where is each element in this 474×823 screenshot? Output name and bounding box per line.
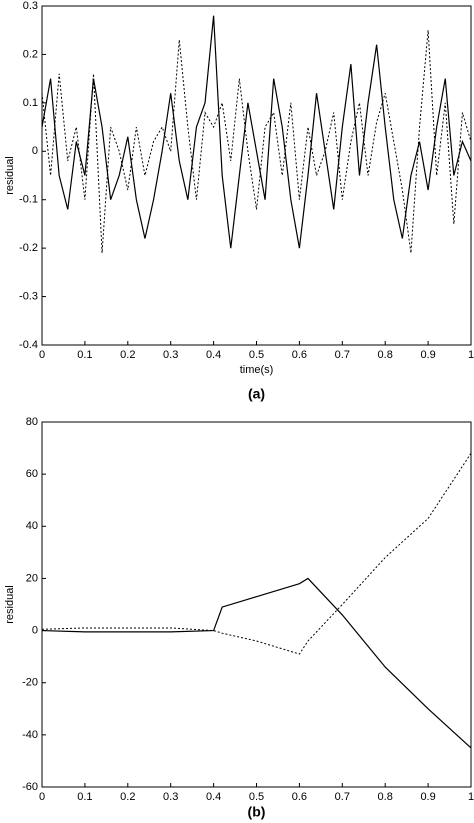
- y-tick-label: -40: [22, 729, 38, 741]
- x-tick-label: 0.3: [163, 791, 178, 803]
- y-tick-label: 60: [26, 468, 38, 480]
- x-tick-label: 0.6: [292, 791, 307, 803]
- y-tick-label: 40: [26, 520, 38, 532]
- x-tick-label: 0: [39, 791, 45, 803]
- x-tick-label: 1: [468, 791, 474, 803]
- x-tick-label: 0.4: [206, 791, 221, 803]
- x-axis-label: time(s): [240, 364, 274, 376]
- y-axis-label: residual: [4, 585, 16, 624]
- plot-frame: [41, 5, 472, 346]
- x-tick-label: 0: [39, 349, 45, 361]
- y-tick-label: 0.3: [23, 0, 38, 12]
- x-tick-label: 0.6: [292, 349, 307, 361]
- series-line: [41, 453, 472, 655]
- x-tick-label: 0.4: [206, 349, 221, 361]
- caption: (b): [248, 804, 266, 820]
- y-tick-label: 0: [32, 624, 38, 636]
- y-tick-label: 0.1: [23, 97, 38, 109]
- y-tick-label: 0.2: [23, 48, 38, 60]
- y-tick-label: -0.2: [19, 242, 38, 254]
- x-tick-label: 1: [468, 349, 474, 361]
- y-tick-label: 80: [26, 416, 38, 428]
- y-axis-label: residual: [4, 156, 16, 195]
- x-tick-label: 0.5: [249, 791, 264, 803]
- y-tick-label: -0.1: [19, 194, 38, 206]
- y-tick-label: 0: [32, 145, 38, 157]
- x-tick-label: 0.7: [335, 791, 350, 803]
- y-tick-label: -20: [22, 677, 38, 689]
- x-tick-label: 0.8: [378, 349, 393, 361]
- x-tick-label: 0.2: [120, 791, 135, 803]
- x-tick-label: 0.9: [420, 791, 435, 803]
- y-tick-label: -60: [22, 781, 38, 793]
- y-tick-label: -0.4: [19, 339, 38, 351]
- plot-frame: [41, 421, 472, 788]
- series-line: [41, 577, 472, 749]
- x-tick-label: 0.2: [120, 349, 135, 361]
- caption: (a): [248, 386, 265, 402]
- x-tick-label: 0.1: [77, 791, 92, 803]
- x-tick-label: 0.5: [249, 349, 264, 361]
- y-tick-label: 20: [26, 572, 38, 584]
- x-tick-label: 0.8: [378, 791, 393, 803]
- series-line: [41, 15, 472, 249]
- x-tick-label: 0.3: [163, 349, 178, 361]
- x-tick-label: 0.9: [420, 349, 435, 361]
- y-tick-label: -0.3: [19, 290, 38, 302]
- x-tick-label: 0.7: [335, 349, 350, 361]
- x-tick-label: 0.1: [77, 349, 92, 361]
- series-line: [41, 30, 472, 254]
